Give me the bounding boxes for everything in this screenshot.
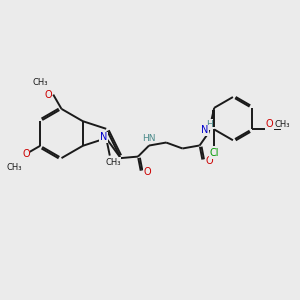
Text: HN: HN: [142, 134, 155, 142]
Text: Cl: Cl: [209, 148, 219, 158]
Text: CH₃: CH₃: [33, 78, 48, 87]
Text: O: O: [22, 149, 30, 159]
Text: O: O: [206, 156, 213, 166]
Text: O: O: [144, 167, 152, 177]
Text: CH₃: CH₃: [105, 158, 121, 167]
Text: N: N: [100, 132, 107, 142]
Text: H: H: [206, 120, 213, 129]
Text: N: N: [201, 125, 209, 135]
Text: O: O: [44, 90, 52, 100]
Text: O: O: [266, 119, 273, 129]
Text: CH₃: CH₃: [274, 119, 290, 128]
Text: CH₃: CH₃: [7, 163, 22, 172]
